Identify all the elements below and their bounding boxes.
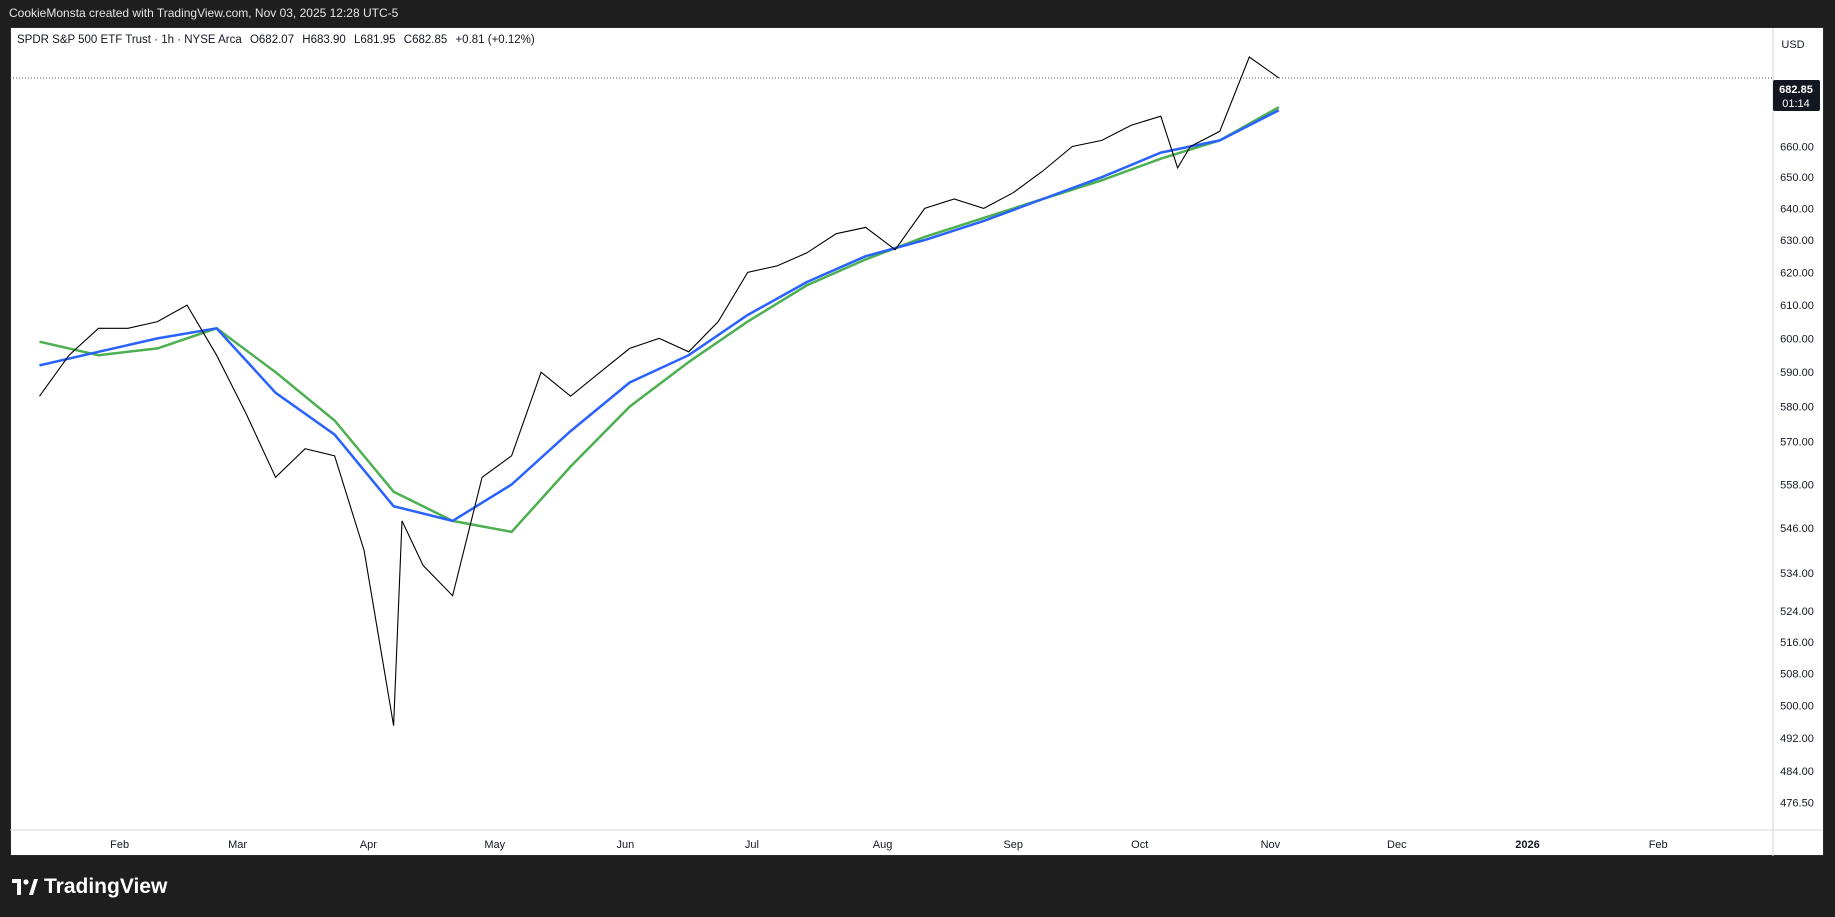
y-tick-label: 476.50 xyxy=(1780,797,1814,809)
x-tick-label: Mar xyxy=(228,839,247,851)
x-tick-label: Jun xyxy=(617,839,635,851)
y-tick-label: 570.00 xyxy=(1780,437,1814,449)
symbol-legend[interactable]: SPDR S&P 500 ETF Trust · 1h · NYSE Arca … xyxy=(17,34,540,46)
y-tick-label: 620.00 xyxy=(1780,267,1814,279)
low-value: L681.95 xyxy=(353,34,396,46)
close-value: C682.85 xyxy=(403,34,448,46)
open-value: O682.07 xyxy=(249,34,295,46)
x-tick-label: Feb xyxy=(1649,839,1668,851)
currency-label[interactable]: USD xyxy=(1781,39,1804,51)
y-tick-label: 484.00 xyxy=(1780,766,1814,778)
countdown-value: 01:14 xyxy=(1782,98,1810,110)
change-value: +0.81 (+0.12%) xyxy=(455,34,535,46)
x-tick-label: Sep xyxy=(1003,839,1023,851)
y-tick-label: 534.00 xyxy=(1780,568,1814,580)
last-price-badge: 682.85 01:14 xyxy=(1773,80,1820,111)
price-line xyxy=(39,56,1280,726)
y-tick-label: 500.00 xyxy=(1780,700,1814,712)
footer-bar xyxy=(0,857,1835,917)
x-tick-label: Feb xyxy=(110,839,129,851)
x-tick-label: 2026 xyxy=(1515,839,1539,851)
last-price-value: 682.85 xyxy=(1779,84,1813,96)
y-tick-label: 650.00 xyxy=(1780,172,1814,184)
tradingview-logo[interactable]: TradingView xyxy=(12,874,167,900)
y-tick-label: 600.00 xyxy=(1780,333,1814,345)
ma-slow-line xyxy=(39,106,1280,534)
y-tick-label: 660.00 xyxy=(1780,141,1814,153)
price-chart[interactable]: 476.50 484.00 492.00 500.00 508.00 516.00 524.… xyxy=(0,0,1835,857)
y-tick-label: 492.00 xyxy=(1780,733,1814,745)
y-tick-label: 508.00 xyxy=(1780,668,1814,680)
y-tick-label: 524.00 xyxy=(1780,606,1814,618)
x-tick-label: Apr xyxy=(360,839,377,851)
y-tick-label: 580.00 xyxy=(1780,402,1814,414)
y-tick-label: 558.00 xyxy=(1780,479,1814,491)
y-tick-label: 516.00 xyxy=(1780,637,1814,649)
x-tick-label: Dec xyxy=(1387,839,1407,851)
y-tick-label: 630.00 xyxy=(1780,235,1814,247)
tradingview-logo-icon xyxy=(12,879,38,895)
chart-panel[interactable] xyxy=(10,27,1824,856)
x-tick-label: Aug xyxy=(873,839,893,851)
x-tick-label: May xyxy=(484,839,505,851)
attribution-text: CookieMonsta created with TradingView.co… xyxy=(9,6,399,20)
x-tick-label: Oct xyxy=(1131,839,1148,851)
y-tick-label: 590.00 xyxy=(1780,367,1814,379)
x-tick-label: Nov xyxy=(1261,839,1281,851)
y-tick-label: 640.00 xyxy=(1780,203,1814,215)
brand-name: TradingView xyxy=(44,875,168,898)
y-tick-label: 546.00 xyxy=(1780,523,1814,535)
ma-fast-line xyxy=(39,109,1280,523)
header-bar: CookieMonsta created with TradingView.co… xyxy=(0,0,1835,27)
x-tick-label: Jul xyxy=(745,839,759,851)
high-value: H683.90 xyxy=(302,34,346,46)
symbol-name: SPDR S&P 500 ETF Trust · 1h · NYSE Arca xyxy=(17,34,242,46)
y-tick-label: 610.00 xyxy=(1780,300,1814,312)
